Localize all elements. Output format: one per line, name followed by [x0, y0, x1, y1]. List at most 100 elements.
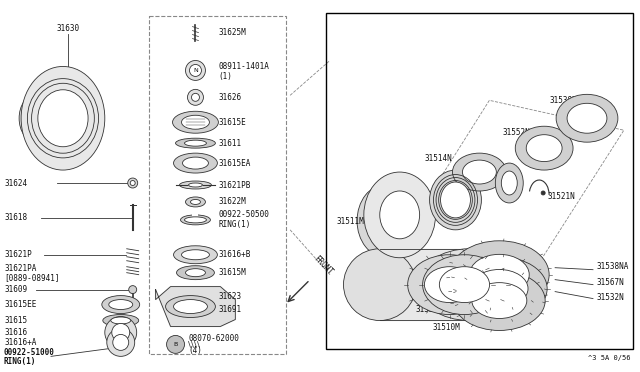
Ellipse shape — [173, 299, 207, 314]
Text: 31567N: 31567N — [597, 278, 625, 287]
Ellipse shape — [184, 217, 207, 223]
Ellipse shape — [166, 336, 184, 353]
Ellipse shape — [112, 324, 130, 341]
Text: 31626: 31626 — [218, 93, 241, 102]
Text: 31609: 31609 — [4, 285, 28, 294]
Ellipse shape — [191, 93, 200, 101]
Ellipse shape — [469, 254, 529, 295]
Ellipse shape — [102, 296, 140, 314]
Ellipse shape — [418, 249, 521, 321]
Text: 31532N: 31532N — [597, 293, 625, 302]
Ellipse shape — [440, 182, 470, 218]
Text: 31625M: 31625M — [218, 28, 246, 37]
Text: 31538N: 31538N — [549, 96, 577, 105]
Ellipse shape — [439, 267, 490, 302]
Ellipse shape — [344, 249, 416, 321]
Polygon shape — [380, 249, 469, 321]
Ellipse shape — [501, 171, 517, 195]
Text: 31621PB: 31621PB — [218, 180, 251, 189]
Text: 31615EE: 31615EE — [4, 300, 36, 309]
Text: 31521N: 31521N — [547, 192, 575, 202]
Text: (1): (1) — [218, 72, 232, 81]
Ellipse shape — [451, 257, 547, 321]
Ellipse shape — [408, 255, 492, 314]
Ellipse shape — [180, 181, 211, 189]
Text: 31615E: 31615E — [218, 118, 246, 127]
Text: 31624: 31624 — [4, 179, 28, 187]
Text: 00922-51000: 00922-51000 — [3, 348, 54, 357]
Text: 31514N: 31514N — [424, 154, 452, 163]
Text: 08070-62000: 08070-62000 — [189, 334, 239, 343]
Ellipse shape — [452, 153, 506, 191]
Ellipse shape — [186, 61, 205, 80]
Text: 31616+B: 31616+B — [218, 250, 251, 259]
Ellipse shape — [107, 328, 134, 356]
Ellipse shape — [105, 317, 137, 349]
Ellipse shape — [380, 191, 420, 239]
Ellipse shape — [422, 255, 506, 314]
Ellipse shape — [103, 314, 139, 327]
Text: 31621PA: 31621PA — [4, 264, 36, 273]
Ellipse shape — [111, 317, 131, 324]
Ellipse shape — [470, 269, 528, 308]
Ellipse shape — [180, 215, 211, 225]
Ellipse shape — [175, 138, 216, 148]
Text: 31611: 31611 — [218, 139, 241, 148]
Ellipse shape — [526, 135, 562, 161]
Ellipse shape — [472, 283, 527, 318]
Ellipse shape — [449, 241, 549, 308]
Text: 00922-50500: 00922-50500 — [218, 211, 269, 219]
Text: 31616: 31616 — [4, 328, 28, 337]
Ellipse shape — [567, 103, 607, 133]
Ellipse shape — [186, 269, 205, 277]
Ellipse shape — [129, 286, 137, 294]
Polygon shape — [156, 286, 236, 327]
Ellipse shape — [182, 115, 209, 129]
Ellipse shape — [109, 299, 132, 310]
Text: 31517P: 31517P — [467, 166, 495, 174]
Ellipse shape — [182, 157, 209, 169]
Text: 31511M: 31511M — [337, 217, 365, 227]
Text: 31691: 31691 — [218, 305, 241, 314]
Text: 31510M: 31510M — [433, 323, 460, 332]
Text: ^3 5A 0/56: ^3 5A 0/56 — [588, 355, 631, 361]
Ellipse shape — [424, 267, 475, 302]
Ellipse shape — [188, 89, 204, 105]
Ellipse shape — [463, 160, 497, 184]
Ellipse shape — [556, 94, 618, 142]
Text: N: N — [193, 68, 198, 73]
Text: 31622M: 31622M — [218, 198, 246, 206]
Ellipse shape — [173, 111, 218, 133]
Text: 31615M: 31615M — [218, 268, 246, 277]
Text: 31552N: 31552N — [502, 128, 530, 137]
Text: [0889-08941]: [0889-08941] — [4, 273, 60, 282]
Ellipse shape — [173, 153, 218, 173]
Text: 31630: 31630 — [56, 24, 79, 33]
Text: 08911-1401A: 08911-1401A — [218, 62, 269, 71]
Text: 31615: 31615 — [4, 316, 28, 325]
Ellipse shape — [186, 197, 205, 207]
Text: 31538NA: 31538NA — [597, 262, 629, 271]
Ellipse shape — [189, 64, 202, 76]
Ellipse shape — [113, 334, 129, 350]
Ellipse shape — [189, 183, 202, 187]
Ellipse shape — [21, 67, 105, 170]
Ellipse shape — [184, 140, 207, 146]
Text: B: B — [173, 342, 178, 347]
Text: 31529N: 31529N — [416, 305, 444, 314]
Ellipse shape — [429, 170, 481, 230]
Text: RING(1): RING(1) — [3, 357, 36, 366]
Text: 31615EA: 31615EA — [218, 158, 251, 167]
Text: 31516P: 31516P — [375, 193, 403, 202]
Ellipse shape — [191, 199, 200, 205]
Text: RING(1): RING(1) — [218, 220, 251, 230]
Ellipse shape — [128, 178, 138, 188]
Ellipse shape — [364, 172, 436, 258]
Ellipse shape — [515, 126, 573, 170]
Text: 31616+A: 31616+A — [4, 338, 36, 347]
Text: FRONT: FRONT — [312, 254, 335, 277]
Text: 31623: 31623 — [218, 292, 241, 301]
Ellipse shape — [495, 163, 524, 203]
Text: (4): (4) — [189, 346, 202, 355]
Ellipse shape — [454, 271, 545, 330]
